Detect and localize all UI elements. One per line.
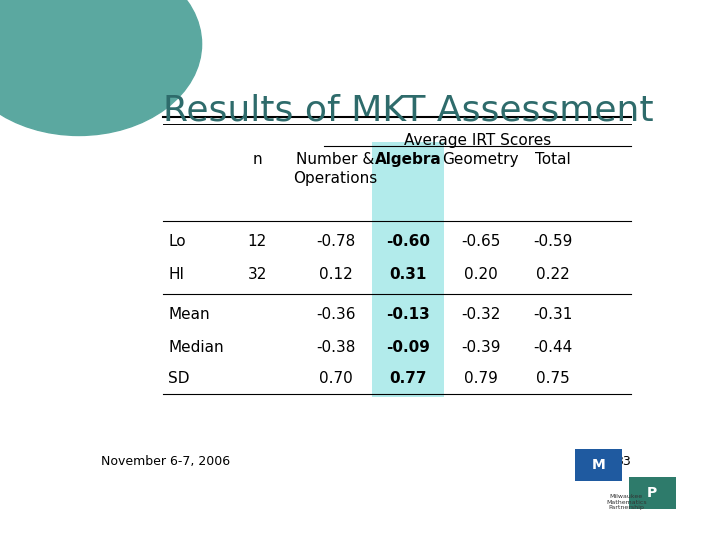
Text: -0.65: -0.65 <box>461 234 500 249</box>
Text: -0.32: -0.32 <box>461 307 500 322</box>
Text: -0.39: -0.39 <box>461 340 500 355</box>
Text: Lo: Lo <box>168 234 186 249</box>
Text: 32: 32 <box>248 267 267 282</box>
Text: Algebra: Algebra <box>374 152 441 167</box>
Text: 0.75: 0.75 <box>536 371 570 386</box>
Text: 0.31: 0.31 <box>390 267 427 282</box>
Text: -0.59: -0.59 <box>534 234 573 249</box>
FancyBboxPatch shape <box>629 477 676 509</box>
Text: -0.13: -0.13 <box>386 307 430 322</box>
FancyBboxPatch shape <box>372 141 444 397</box>
Text: 0.12: 0.12 <box>319 267 352 282</box>
FancyBboxPatch shape <box>575 449 622 481</box>
Text: -0.44: -0.44 <box>534 340 573 355</box>
Text: Average IRT Scores: Average IRT Scores <box>404 133 552 148</box>
Text: Median: Median <box>168 340 224 355</box>
Text: 12: 12 <box>248 234 267 249</box>
Text: 0.77: 0.77 <box>390 371 427 386</box>
Text: -0.36: -0.36 <box>316 307 355 322</box>
Text: SD: SD <box>168 371 189 386</box>
Text: -0.09: -0.09 <box>386 340 430 355</box>
Text: Number &
Operations: Number & Operations <box>293 152 378 186</box>
Text: 0.22: 0.22 <box>536 267 570 282</box>
Text: Results of MKT Assessment: Results of MKT Assessment <box>163 94 653 128</box>
Text: 0.70: 0.70 <box>319 371 352 386</box>
Text: -0.31: -0.31 <box>534 307 573 322</box>
Text: P: P <box>647 486 657 500</box>
Text: 0.20: 0.20 <box>464 267 498 282</box>
Text: Mean: Mean <box>168 307 210 322</box>
Text: November 6-7, 2006: November 6-7, 2006 <box>101 455 230 468</box>
Text: n: n <box>253 152 262 167</box>
Text: Geometry: Geometry <box>442 152 519 167</box>
Circle shape <box>0 0 202 136</box>
Text: M: M <box>591 458 606 472</box>
Text: 33: 33 <box>616 455 631 468</box>
Text: Total: Total <box>535 152 571 167</box>
Text: 0.79: 0.79 <box>464 371 498 386</box>
Text: -0.60: -0.60 <box>386 234 430 249</box>
Text: -0.38: -0.38 <box>316 340 355 355</box>
Text: Milwaukee
Mathematics
Partnership: Milwaukee Mathematics Partnership <box>606 494 647 510</box>
Text: -0.78: -0.78 <box>316 234 355 249</box>
Text: HI: HI <box>168 267 184 282</box>
